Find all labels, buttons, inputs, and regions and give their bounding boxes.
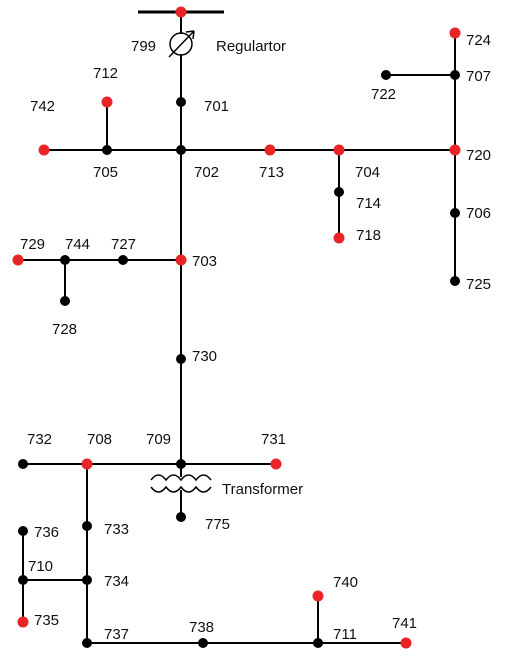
bus-label-710: 710 <box>28 558 53 575</box>
bus-node-704 <box>333 144 345 156</box>
bus-node-701 <box>176 97 186 107</box>
bus-node-728 <box>60 296 70 306</box>
bus-label-703: 703 <box>192 253 217 270</box>
bus-node-775 <box>176 512 186 522</box>
bus-label-742: 742 <box>30 98 55 115</box>
bus-label-733: 733 <box>104 521 129 538</box>
bus-label-736: 736 <box>34 524 59 541</box>
bus-node-733 <box>82 521 92 531</box>
bus-node-732 <box>18 459 28 469</box>
bus-label-775: 775 <box>205 516 230 533</box>
bus-node-705 <box>102 145 112 155</box>
regulator-label: Regulartor <box>216 38 286 55</box>
bus-label-744: 744 <box>65 236 90 253</box>
bus-label-741: 741 <box>392 615 417 632</box>
bus-node-709 <box>176 459 186 469</box>
bus-node-737 <box>82 638 92 648</box>
labels-layer: 799 701 702 705 712 742 713 704 714 718 720 707 722 7… <box>20 32 491 643</box>
bus-node-736 <box>18 526 28 536</box>
transformer-label: Transformer <box>222 481 303 498</box>
bus-node-710 <box>18 575 28 585</box>
transformer-upper-coil-icon <box>150 474 212 482</box>
bus-label-725: 725 <box>466 276 491 293</box>
bus-label-724: 724 <box>466 32 491 49</box>
bus-label-735: 735 <box>34 612 59 629</box>
bus-label-711: 711 <box>333 626 357 643</box>
bus-node-714 <box>334 187 344 197</box>
bus-label-722: 722 <box>371 86 396 103</box>
bus-node-718 <box>333 232 345 244</box>
bus-label-714: 714 <box>356 195 381 212</box>
bus-label-734: 734 <box>104 573 129 590</box>
bus-label-718: 718 <box>356 227 381 244</box>
regulator-symbol <box>168 30 195 58</box>
bus-node-720 <box>449 144 461 156</box>
bus-node-711 <box>313 638 323 648</box>
bus-node-708 <box>81 458 93 470</box>
bus-label-712: 712 <box>93 65 118 82</box>
bus-node-725 <box>450 276 460 286</box>
bus-label-732: 732 <box>27 431 52 448</box>
bus-label-799: 799 <box>131 38 156 55</box>
bus-node-734 <box>82 575 92 585</box>
bus-label-727: 727 <box>111 236 136 253</box>
bus-label-728: 728 <box>52 321 77 338</box>
bus-node-712 <box>101 96 113 108</box>
bus-node-731 <box>270 458 282 470</box>
bus-node-724 <box>449 27 461 39</box>
bus-node-735 <box>17 616 29 628</box>
bus-label-708: 708 <box>87 431 112 448</box>
bus-label-701: 701 <box>204 98 229 115</box>
bus-label-737: 737 <box>104 626 129 643</box>
bus-label-709: 709 <box>146 431 171 448</box>
bus-label-705: 705 <box>93 164 118 181</box>
bus-label-720: 720 <box>466 147 491 164</box>
bus-node-727 <box>118 255 128 265</box>
regulator-circle-icon <box>169 32 193 56</box>
transformer-symbol <box>150 474 212 493</box>
bus-node-706 <box>450 208 460 218</box>
bus-node-722 <box>381 70 391 80</box>
transformer-lower-coil-icon <box>150 485 212 493</box>
bus-label-738: 738 <box>189 619 214 636</box>
bus-node-702 <box>176 145 186 155</box>
bus-node-738 <box>198 638 208 648</box>
bus-label-729: 729 <box>20 236 45 253</box>
nodes-layer <box>12 6 461 649</box>
bus-node-713 <box>264 144 276 156</box>
bus-node-742 <box>38 144 50 156</box>
bus-node-730 <box>176 354 186 364</box>
bus-label-706: 706 <box>466 205 491 222</box>
bus-label-730: 730 <box>192 348 217 365</box>
bus-node-707 <box>450 70 460 80</box>
bus-label-713: 713 <box>259 164 284 181</box>
bus-label-702: 702 <box>194 164 219 181</box>
regulator-arrow-head-icon <box>185 30 195 40</box>
bus-node-740 <box>312 590 324 602</box>
bus-label-704: 704 <box>355 164 380 181</box>
bus-label-740: 740 <box>333 574 358 591</box>
bus-node-729 <box>12 254 24 266</box>
regulator-arrow-shaft <box>168 30 195 58</box>
edges-layer <box>17 11 456 644</box>
bus-node-744 <box>60 255 70 265</box>
bus-node-741 <box>400 637 412 649</box>
bus-node-703 <box>175 254 187 266</box>
bus-node-top <box>175 6 187 18</box>
bus-label-731: 731 <box>261 431 286 448</box>
bus-label-707: 707 <box>466 68 491 85</box>
